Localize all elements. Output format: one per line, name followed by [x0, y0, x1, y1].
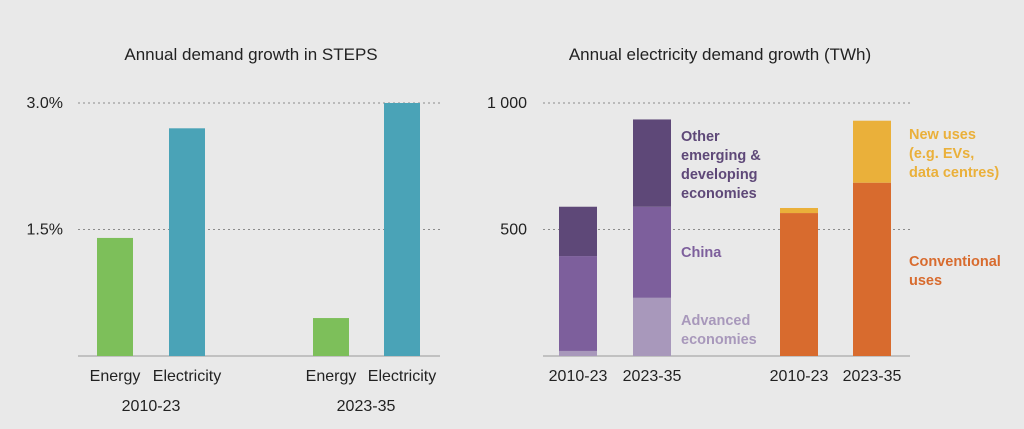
right-bar-segment-china [633, 206, 671, 298]
right-chart-title: Annual electricity demand growth (TWh) [569, 45, 871, 64]
right-bar-segment-conventional-uses [853, 182, 891, 356]
left-bar-label: Electricity [153, 368, 221, 385]
right-bar-segment-conventional-uses [780, 213, 818, 356]
left-bar-label: Energy [90, 368, 141, 385]
left-group-label: 2010-23 [122, 398, 181, 415]
left-bar-label: Electricity [368, 368, 436, 385]
right-bar-label: 2023-35 [843, 368, 902, 385]
right-bar-label: 2023-35 [623, 368, 682, 385]
left-bar-electricity-2023-35 [384, 103, 420, 356]
annotation-other-emerging: economies [681, 186, 757, 202]
annotation-china: China [681, 245, 722, 261]
left-y-tick-label: 3.0% [27, 95, 63, 112]
right-bar-label: 2010-23 [770, 368, 829, 385]
annotation-other-emerging: emerging & [681, 148, 761, 164]
left-bar-label: Energy [306, 368, 357, 385]
annotation-new-uses: (e.g. EVs, [909, 146, 974, 162]
right-bar-segment-advanced-economies [559, 350, 597, 356]
annotation-other-emerging: developing [681, 167, 758, 183]
annotation-new-uses: data centres) [909, 165, 999, 181]
left-bar-energy-2010-23 [97, 237, 133, 356]
left-y-tick-label: 1.5% [27, 222, 63, 239]
right-bar-segment-new-uses [853, 120, 891, 183]
right-bar-segment-china [559, 256, 597, 351]
annotation-advanced-economies: economies [681, 332, 757, 348]
annotation-advanced-economies: Advanced [681, 313, 750, 329]
annotation-conventional-uses: Conventional [909, 254, 1001, 270]
right-bar-segment-other-emerging [559, 206, 597, 257]
left-group-label: 2023-35 [337, 398, 396, 415]
left-bar-energy-2023-35 [313, 318, 349, 356]
right-bar-segment-new-uses [780, 207, 818, 214]
right-bar-segment-advanced-economies [633, 297, 671, 356]
left-chart-title: Annual demand growth in STEPS [124, 45, 377, 64]
right-y-tick-label: 500 [500, 222, 527, 239]
annotation-other-emerging: Other [681, 129, 720, 145]
right-y-tick-label: 1 000 [487, 95, 527, 112]
right-bar-label: 2010-23 [549, 368, 608, 385]
left-bar-electricity-2010-23 [169, 128, 205, 356]
annotation-conventional-uses: uses [909, 273, 942, 289]
right-bar-segment-other-emerging [633, 119, 671, 207]
annotation-new-uses: New uses [909, 127, 976, 143]
